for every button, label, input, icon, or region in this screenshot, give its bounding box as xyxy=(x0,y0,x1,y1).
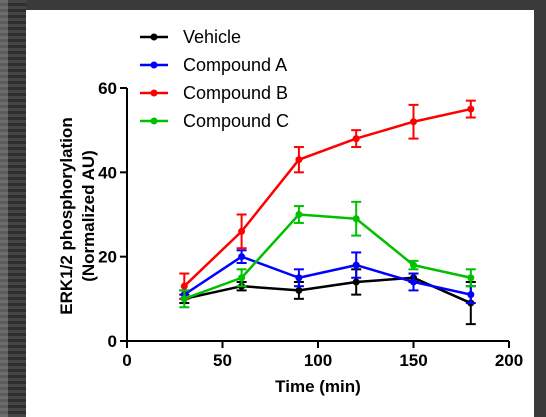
data-point xyxy=(467,274,475,282)
data-point xyxy=(238,227,246,235)
x-tick-label: 150 xyxy=(399,351,427,370)
y-tick-label: 40 xyxy=(98,163,117,182)
data-point xyxy=(352,261,360,269)
y-tick-label: 0 xyxy=(108,332,117,351)
y-ticks: 0 20 40 60 xyxy=(98,79,127,351)
legend-label: Compound C xyxy=(183,111,289,131)
data-point xyxy=(295,274,303,282)
legend-item-compound-a: Compound A xyxy=(140,55,287,75)
legend-item-vehicle: Vehicle xyxy=(140,27,241,47)
series-compound-a xyxy=(179,249,476,305)
legend-label: Vehicle xyxy=(183,27,241,47)
window-frame-right xyxy=(534,0,546,417)
x-tick-label: 50 xyxy=(213,351,232,370)
data-point xyxy=(352,278,360,286)
legend-swatch-marker xyxy=(150,33,158,41)
data-point xyxy=(238,274,246,282)
x-axis-title: Time (min) xyxy=(275,377,361,396)
window-frame-left-highlight xyxy=(0,0,8,417)
x-tick-label: 0 xyxy=(122,351,131,370)
data-point xyxy=(352,215,360,223)
series-line xyxy=(183,213,472,301)
data-point xyxy=(295,286,303,294)
chart-legend: Vehicle Compound A Compound B Compound C xyxy=(140,27,289,131)
data-point xyxy=(295,211,303,218)
data-point xyxy=(410,118,417,126)
legend-swatch-marker xyxy=(150,61,158,69)
chart-panel xyxy=(26,10,534,417)
plot-area xyxy=(179,99,476,326)
data-point xyxy=(352,135,360,143)
legend-swatch-marker xyxy=(150,117,158,125)
x-tick-label: 200 xyxy=(495,351,523,370)
y-axis-title-line-2: (Normalized AU) xyxy=(79,150,98,282)
data-point xyxy=(410,261,417,269)
legend-item-compound-c: Compound C xyxy=(140,111,289,131)
data-point xyxy=(295,156,303,164)
series-compound-c xyxy=(179,200,476,309)
data-point xyxy=(180,282,188,290)
window-frame-top xyxy=(0,0,546,10)
window-frame-left xyxy=(0,0,26,417)
y-tick-label: 60 xyxy=(98,79,117,98)
series-line xyxy=(183,255,472,296)
data-point xyxy=(180,295,188,303)
x-ticks: 0 50 100 150 200 xyxy=(122,341,523,370)
legend-label: Compound A xyxy=(183,55,287,75)
series-compound-b xyxy=(179,99,476,300)
data-point xyxy=(410,278,417,286)
y-axis-title-line-1: ERK1/2 phosphorylation xyxy=(57,117,76,314)
series-line xyxy=(184,276,472,305)
data-point xyxy=(467,291,475,299)
legend-item-compound-b: Compound B xyxy=(140,83,288,103)
series-vehicle xyxy=(179,268,476,326)
legend-swatch-marker xyxy=(150,89,158,97)
x-tick-label: 100 xyxy=(304,351,332,370)
legend-label: Compound B xyxy=(183,83,288,103)
data-point xyxy=(467,105,475,113)
data-point xyxy=(238,253,246,261)
y-tick-label: 20 xyxy=(98,248,117,267)
series-line xyxy=(183,107,472,288)
